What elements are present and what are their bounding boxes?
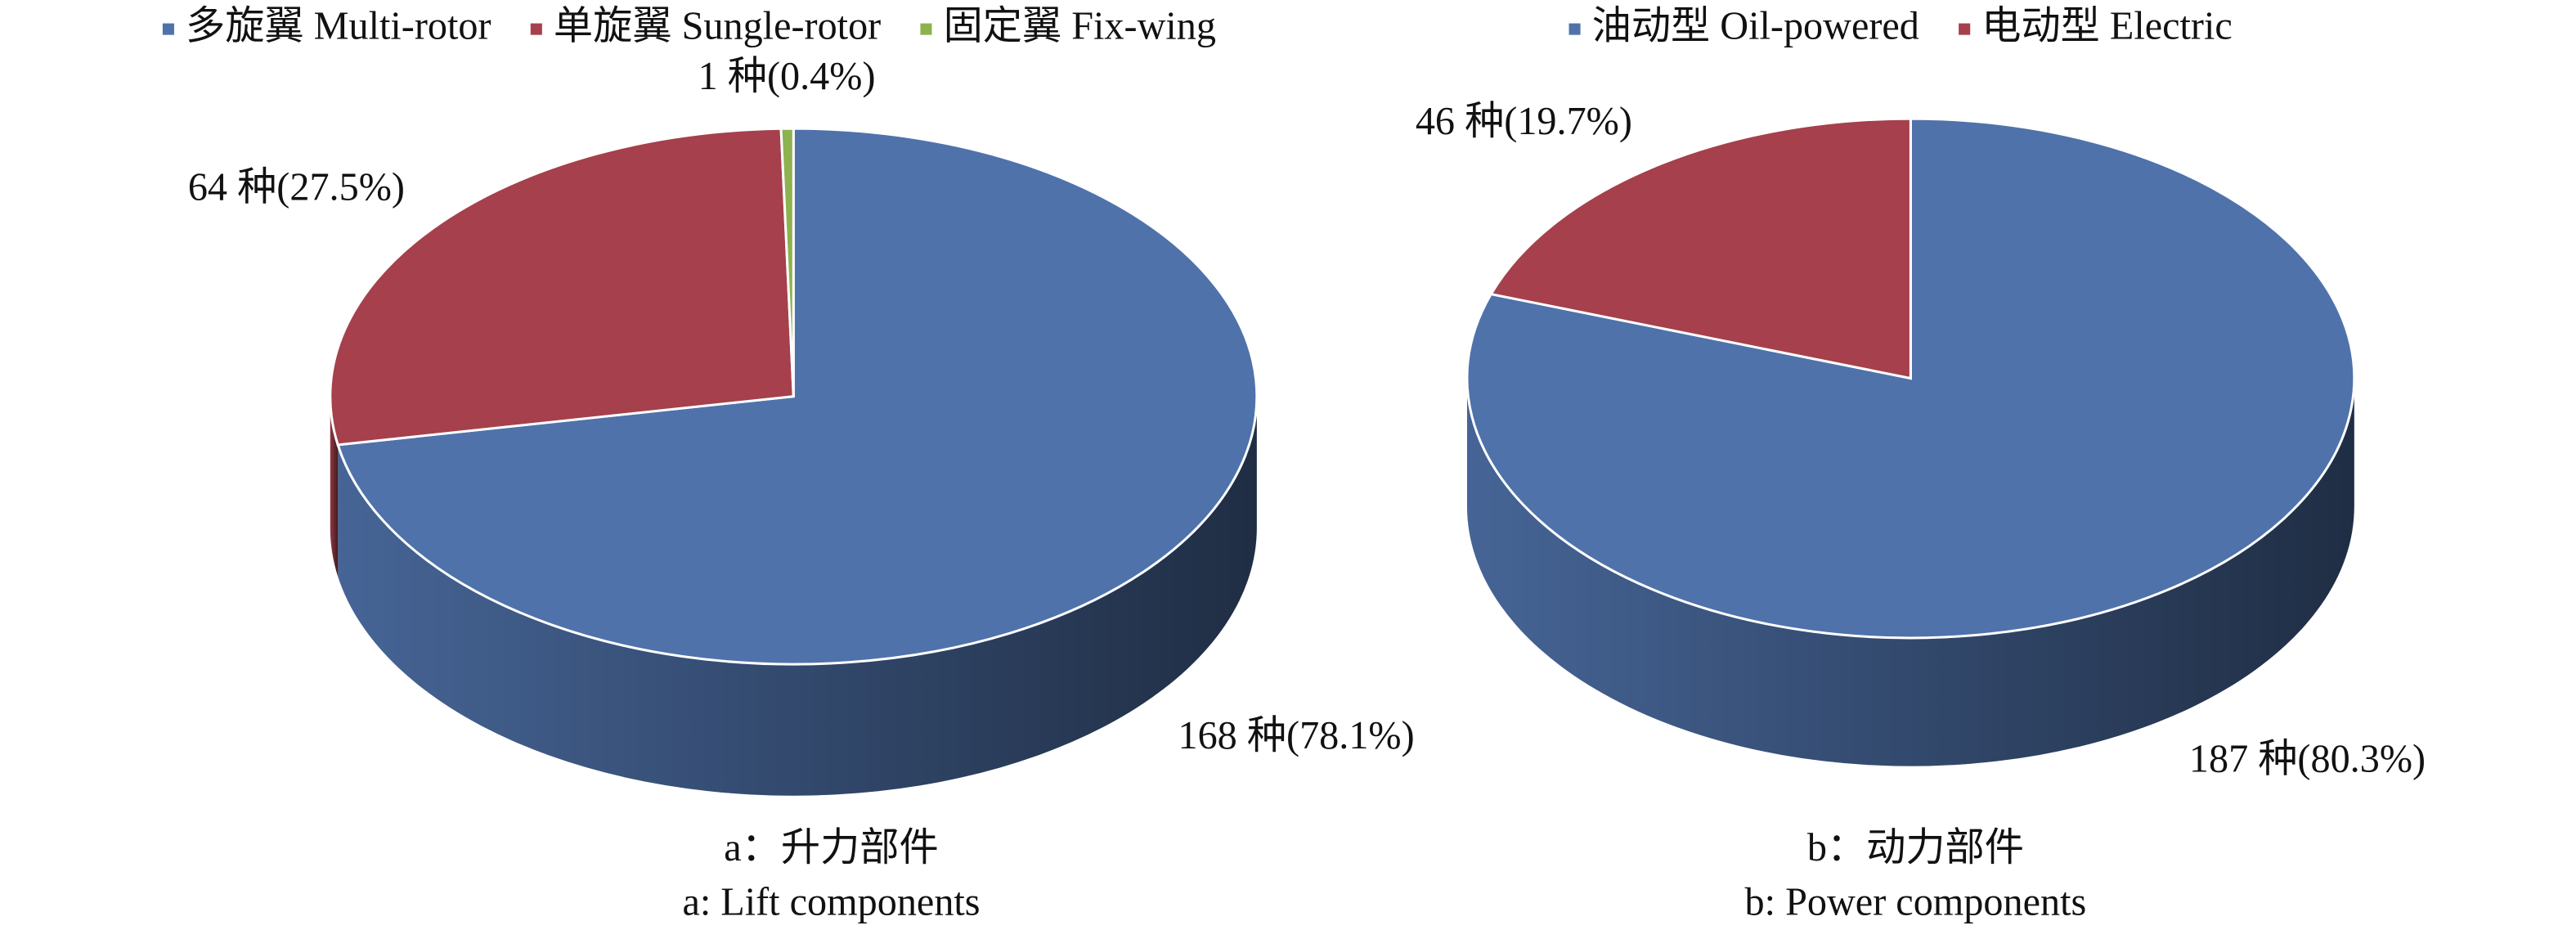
legend-label: 电动型 Electric <box>1981 5 2233 48</box>
legend-marker <box>1568 23 1581 35</box>
pie-slice <box>329 127 795 447</box>
data-label: 64 种(27.5%) <box>188 166 405 209</box>
legend-label: 固定翼 Fix-wing <box>944 5 1216 48</box>
legend-marker <box>162 23 174 35</box>
pie-slice <box>779 127 795 397</box>
legend-marker <box>530 23 542 35</box>
pie-side-shade <box>338 396 1257 796</box>
legend-label: 单旋翼 Sungle-rotor <box>554 5 881 48</box>
pie-slice <box>336 127 1259 666</box>
chart-subtitle: b: Power components <box>1745 880 2087 923</box>
chart-title: b：动力部件 <box>1807 826 2024 869</box>
pie-side-shade <box>1466 378 2354 766</box>
data-label: 1 种(0.4%) <box>698 55 876 98</box>
data-label: 168 种(78.1%) <box>1178 714 1414 757</box>
legend-label: 油动型 Oil-powered <box>1592 5 1919 48</box>
data-label: 187 种(80.3%) <box>2189 738 2426 781</box>
data-label: 46 种(19.7%) <box>1416 100 1632 143</box>
legend-marker <box>1959 23 1971 35</box>
legend-marker <box>920 23 932 35</box>
chart-title: a：升力部件 <box>724 826 938 869</box>
legend-label: 多旋翼 Multi-rotor <box>186 5 491 48</box>
chart-subtitle: a: Lift components <box>682 880 980 923</box>
pie-slice <box>1488 117 1912 380</box>
